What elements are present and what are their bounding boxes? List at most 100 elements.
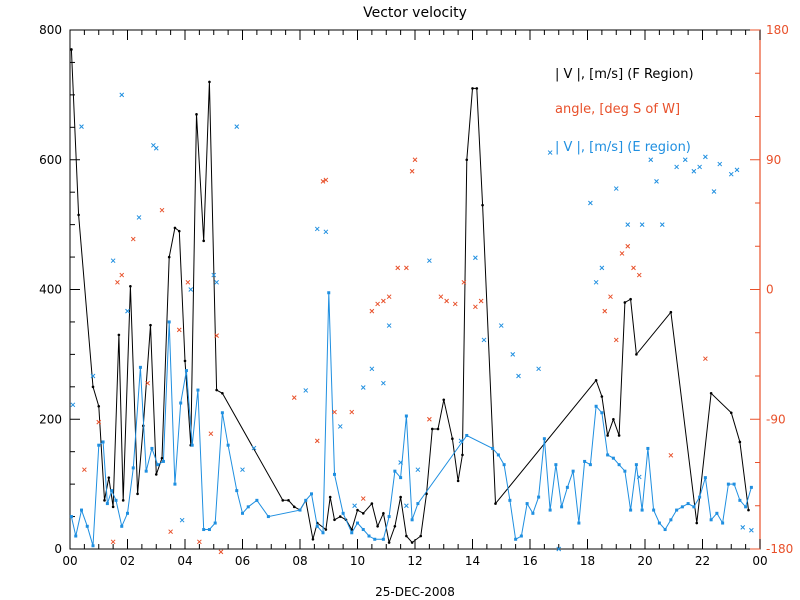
angle-point [613, 337, 619, 343]
data-point [107, 476, 111, 479]
data-point [496, 453, 500, 457]
data-point [692, 505, 696, 509]
x-tick-label: 16 [522, 554, 537, 568]
angle-point [473, 304, 478, 310]
legend-entry-e-region: | V |, [m/s] (E region) [555, 140, 691, 155]
angle-point [427, 416, 432, 422]
angle-point [375, 301, 380, 307]
angle-point [510, 352, 516, 357]
data-point [387, 541, 391, 544]
angle-point [588, 200, 593, 206]
data-point [442, 398, 446, 402]
data-point [202, 239, 205, 243]
data-point [465, 158, 469, 162]
data-point [744, 505, 748, 509]
data-point [669, 518, 673, 522]
angle-point [337, 424, 343, 429]
data-point [542, 437, 546, 441]
angle-point [697, 164, 702, 170]
angle-point [130, 236, 136, 242]
data-point [74, 534, 78, 538]
data-point [144, 469, 148, 473]
data-point [356, 508, 359, 512]
angle-point [404, 503, 409, 509]
angle-point [516, 373, 521, 379]
angle-point [208, 431, 214, 437]
data-point [373, 537, 377, 541]
legend: | V |, [m/s] (F Region) angle, [deg S of… [555, 67, 694, 155]
angle-point [168, 529, 173, 535]
data-point [370, 502, 374, 505]
data-point [519, 534, 523, 538]
data-point [114, 498, 118, 502]
angle-point [323, 177, 329, 183]
axis-ticks: 00 02 04 06 08 10 12 14 16 18 20 22 000200400600800-… [39, 23, 793, 568]
data-point [298, 508, 302, 512]
series--v-m-s-e-region- [69, 291, 753, 548]
angle-point [125, 308, 130, 314]
data-point [154, 473, 158, 476]
data-point [571, 469, 575, 473]
data-point [399, 495, 402, 499]
data-point [709, 518, 713, 522]
angle-point [636, 474, 642, 480]
data-point [675, 508, 679, 512]
data-point [202, 528, 206, 532]
data-point [732, 482, 736, 486]
data-point [410, 518, 414, 522]
data-point [680, 505, 684, 509]
data-point [221, 392, 224, 395]
data-point [577, 521, 581, 525]
angle-point [291, 395, 297, 400]
angle-point [303, 388, 309, 393]
data-point [287, 499, 290, 502]
data-point [594, 379, 598, 382]
data-point [481, 203, 484, 207]
angle-point [352, 503, 357, 509]
data-point [310, 492, 313, 496]
angle-point [613, 186, 619, 191]
data-point [150, 446, 154, 450]
data-point [554, 463, 558, 467]
angle-point [110, 539, 116, 545]
data-point [475, 87, 479, 90]
angle-point [473, 255, 478, 261]
angle-point [593, 279, 599, 285]
angle-point [734, 167, 740, 173]
x-tick-label: 22 [695, 554, 710, 568]
x-tick-label: 06 [235, 554, 250, 568]
angle-point [96, 419, 102, 425]
angle-point [668, 452, 674, 458]
angle-point [639, 222, 645, 227]
data-point [338, 515, 342, 518]
y-right-tick-label: -90 [766, 412, 786, 426]
chart-title: Vector velocity [363, 5, 467, 21]
data-point [70, 48, 73, 51]
data-point [367, 534, 371, 538]
data-point [416, 502, 420, 506]
data-point [173, 482, 177, 486]
angle-point [691, 168, 697, 174]
angle-point [648, 157, 654, 163]
data-point [77, 213, 80, 217]
angle-point [70, 402, 76, 408]
angle-point [145, 380, 150, 386]
angle-point [159, 207, 165, 213]
angle-point [636, 272, 642, 278]
data-point [120, 524, 124, 528]
angle-point [360, 496, 366, 501]
series--v-m-s-f-region- [70, 48, 750, 545]
angle-point [625, 243, 631, 249]
y-right-tick-label: 0 [766, 283, 774, 297]
y-left-tick-label: 800 [39, 23, 62, 37]
angle-point [599, 265, 605, 271]
y-left-tick-label: 0 [54, 542, 62, 556]
angle-point [631, 265, 636, 271]
data-point [686, 502, 690, 506]
angle-point [332, 409, 337, 415]
angle-point [153, 145, 159, 151]
angle-point [214, 333, 219, 338]
data-point [266, 515, 270, 519]
data-point [195, 113, 198, 116]
